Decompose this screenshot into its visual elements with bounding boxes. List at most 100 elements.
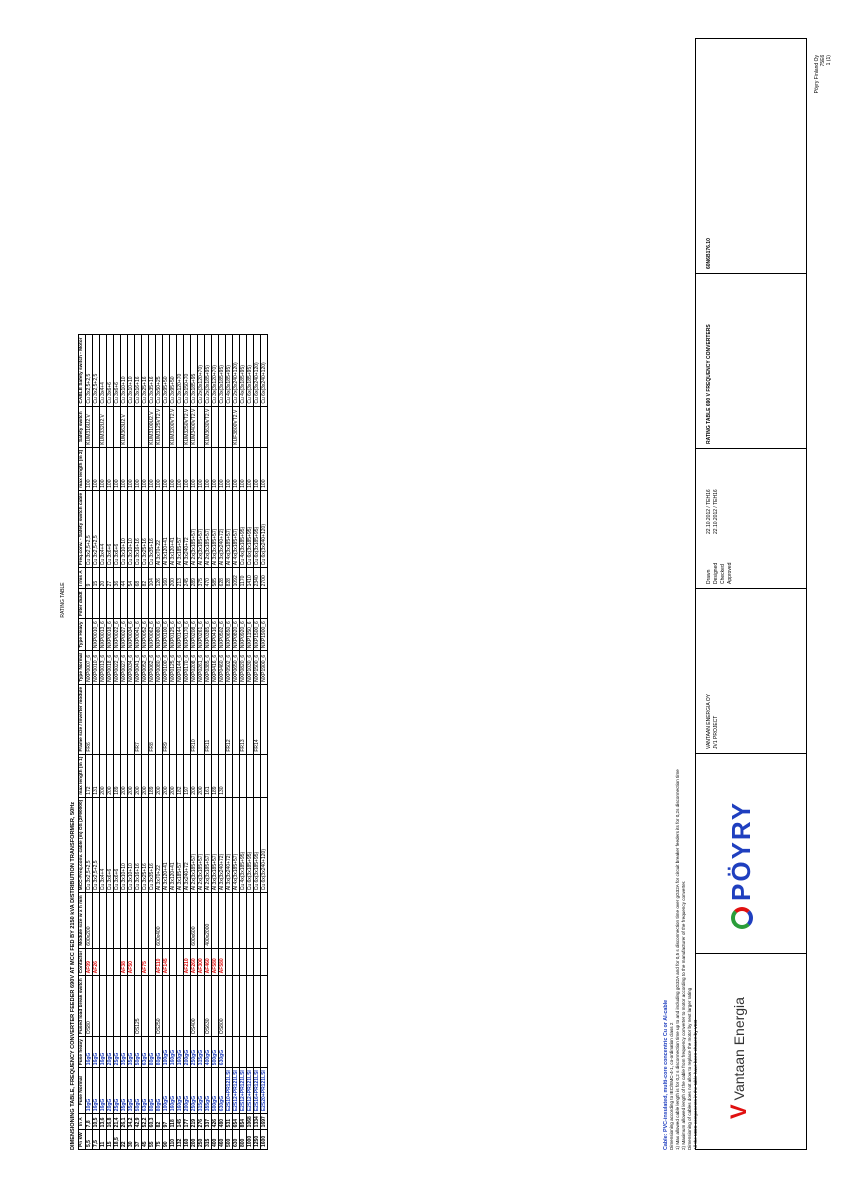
- table-row: 45 52,2 63gG 63gG AF75 Cu 3x25+16 200 NXP0052_6…: [141, 334, 149, 1150]
- table-cell: NXP0052_6: [141, 650, 149, 685]
- table-cell: 80gG: [148, 1036, 156, 1068]
- table-row: 200 219 250gG 250gG OS400 AF260 600x600 Al 2x(3…: [190, 334, 198, 1150]
- table-cell: [183, 588, 191, 619]
- table-cell: 118: [169, 1113, 177, 1130]
- table-header-row: Pn kW In A Fuse Normal Fuse heavy Fused load…: [78, 334, 86, 1150]
- table-cell: NXP0385_6: [204, 650, 212, 685]
- table-cell: Cu 3x16+16: [134, 334, 142, 407]
- table-cell: [169, 684, 177, 755]
- table-cell: 63gG: [141, 1036, 149, 1068]
- table-cell: E2S10+PR121LSI: [225, 1067, 233, 1114]
- table-cell: NXP0416_6: [211, 618, 219, 651]
- table-cell: NXP0416_6: [211, 650, 219, 685]
- column-header: I rms A: [78, 567, 86, 589]
- table-cell: [183, 892, 191, 949]
- date-drawn: 22.10.2012 / TEH16: [706, 489, 712, 534]
- table-cell: 828: [225, 567, 233, 589]
- table-cell: 15: [92, 567, 100, 589]
- table-cell: [197, 975, 205, 1037]
- table-cell: Cu 6x(3x240+120): [260, 797, 268, 893]
- table-cell: OS80: [85, 975, 93, 1037]
- table-cell: [120, 892, 128, 949]
- table-cell: Al 3x120+41: [169, 797, 177, 893]
- table-cell: 177: [183, 1113, 191, 1130]
- table-cell: 82: [141, 567, 149, 589]
- table-cell: 854: [239, 1113, 247, 1130]
- table-cell: AF300: [197, 948, 205, 976]
- table-cell: Cu 3x2,5+2,5: [85, 797, 93, 893]
- table-row: 1600 1697 E2S20+PR121LSI Cu 6x(3x240+120) NX…: [260, 334, 268, 1150]
- table-cell: NXP1150_6: [246, 618, 254, 651]
- table-cell: [155, 684, 163, 755]
- table-cell: KUM316U2.V: [85, 406, 93, 448]
- table-cell: [120, 975, 128, 1037]
- doc-number: 60N6B176.10: [706, 238, 712, 269]
- table-cell: 245: [183, 567, 191, 589]
- table-cell: Al 3x240+72: [183, 490, 191, 568]
- table-cell: [225, 1036, 233, 1068]
- table-cell: Cu 3x10+10: [120, 797, 128, 893]
- header-meta: Pöyry Finland Oy 75E6 1 (1): [814, 55, 832, 93]
- table-cell: 18,5: [113, 1129, 121, 1150]
- table-cell: 630gG: [218, 1067, 226, 1114]
- poyry-logo: PÖYRY: [726, 801, 757, 929]
- table-row: 18,5 21,4 25gG 25gG Cu 3x6+6 189 NXP0022_6 NXP0…: [113, 334, 121, 1150]
- table-cell: 100: [204, 447, 212, 491]
- table-cell: NXP1500_6: [253, 650, 261, 685]
- table-cell: [113, 948, 121, 976]
- table-cell: E2S16+PR121LSI: [253, 1067, 261, 1114]
- table-cell: Al 3x185+57: [176, 490, 184, 568]
- table-row: 5,5 7,8 10gG 16gG OS80 AF09 600x200 Cu 3x2,5+2,…: [85, 334, 93, 1150]
- table-cell: KUM3100U2.V: [148, 406, 156, 448]
- table-cell: 400x2000: [204, 892, 212, 949]
- table-cell: Al 2x(3x185+57): [204, 490, 212, 568]
- table-cell: 25gG: [113, 1067, 121, 1114]
- table-row: 315 337 355gG 400gG OS630 AF460 400x2000 Al 2x(…: [204, 334, 212, 1150]
- table-cell: [246, 406, 254, 448]
- rating-sheet: RATING TABLE DIMENSIONING TABLE, FREQUEN…: [60, 38, 807, 1150]
- table-cell: [260, 754, 268, 798]
- table-cell: Cu 3x35+16: [148, 490, 156, 568]
- table-cell: Cu 6x(3x185+95): [246, 490, 254, 568]
- table-cell: NXP0100_6: [162, 650, 170, 685]
- table-cell: [99, 975, 107, 1037]
- table-cell: [92, 892, 100, 949]
- table-cell: NXP0018_6: [106, 650, 114, 685]
- table-row: 400 426 500gG 500gG AF580 Al 3x(3x185+57) 189 N…: [211, 334, 219, 1150]
- table-cell: 80gG: [148, 1067, 156, 1114]
- table-row: 132 145 160gG 160gG Al 3x185+57 182 NXP0144_6 N…: [176, 334, 184, 1150]
- table-cell: Al 4x(3x185+57): [232, 490, 240, 568]
- table-cell: Cu 3x6+6: [113, 490, 121, 568]
- table-cell: NXP0650_6: [232, 650, 240, 685]
- table-cell: AF09: [85, 948, 93, 976]
- table-cell: Cu 3x35+16: [148, 334, 156, 407]
- table-cell: 63gG: [141, 1067, 149, 1114]
- table-cell: [127, 684, 135, 755]
- v-mark-icon: V: [726, 1104, 751, 1119]
- table-cell: 1000: [246, 1129, 254, 1150]
- table-cell: [246, 1036, 254, 1068]
- table-cell: NXP0385_6: [204, 618, 212, 651]
- table-cell: [253, 948, 261, 976]
- table-cell: [106, 948, 114, 976]
- table-cell: 630gG: [218, 1036, 226, 1068]
- column-header: Safety switch: [78, 406, 86, 448]
- table-cell: NXP0100_6: [162, 618, 170, 651]
- table-cell: [232, 684, 240, 755]
- table-cell: 470: [204, 567, 212, 589]
- table-cell: 200: [134, 754, 142, 798]
- table-cell: AF460: [204, 948, 212, 976]
- table-cell: Al 2x(3x185+57): [197, 797, 205, 893]
- table-cell: 600x200: [85, 892, 93, 949]
- table-cell: [239, 975, 247, 1037]
- table-cell: 35gG: [120, 1067, 128, 1114]
- table-cell: 375: [197, 567, 205, 589]
- table-cell: Cu 3x10+10: [120, 334, 128, 407]
- table-cell: AF50: [127, 948, 135, 976]
- table-cell: [176, 684, 184, 755]
- table-cell: Cu 4x(3x185+95): [239, 334, 247, 407]
- column-header: Contactor: [78, 948, 86, 976]
- table-cell: Al 2x(3x185+57): [190, 490, 198, 568]
- table-cell: [211, 588, 219, 619]
- table-cell: 400: [211, 1129, 219, 1150]
